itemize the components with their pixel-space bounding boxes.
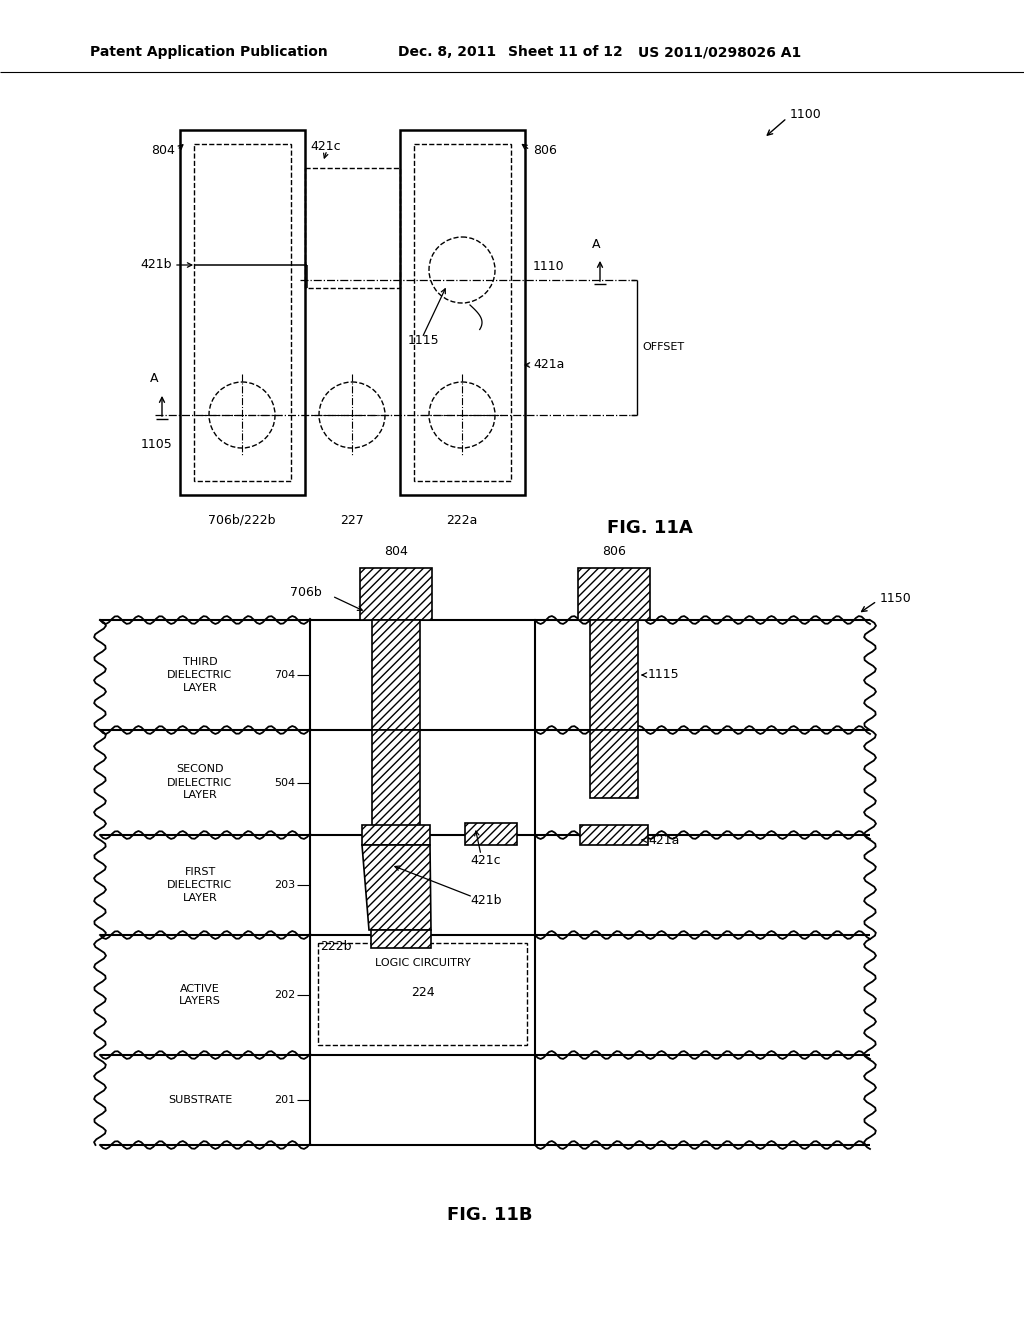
Text: 1105: 1105: [140, 438, 172, 451]
Text: 421c: 421c: [470, 854, 501, 866]
Text: FIRST: FIRST: [184, 867, 216, 876]
Text: LAYER: LAYER: [182, 894, 217, 903]
Bar: [590, 730, 638, 799]
Bar: [360, 568, 432, 620]
Text: LOGIC CIRCUITRY: LOGIC CIRCUITRY: [375, 958, 470, 968]
Text: 806: 806: [534, 144, 557, 157]
Text: 421a: 421a: [534, 359, 564, 371]
Text: LAYERS: LAYERS: [179, 997, 221, 1006]
Text: 222b: 222b: [319, 940, 351, 953]
Text: 203: 203: [273, 880, 295, 890]
Text: A: A: [592, 238, 600, 251]
Text: 706b/222b: 706b/222b: [208, 513, 275, 527]
Text: LAYER: LAYER: [182, 682, 217, 693]
Text: 1150: 1150: [880, 591, 911, 605]
Bar: [590, 620, 638, 730]
Text: 1115: 1115: [648, 668, 680, 681]
Text: THIRD: THIRD: [182, 657, 217, 667]
Text: 1115: 1115: [408, 334, 439, 346]
Bar: [318, 942, 527, 1045]
Text: 224: 224: [411, 986, 434, 999]
Text: DIELECTRIC: DIELECTRIC: [167, 777, 232, 788]
Bar: [194, 144, 291, 480]
Text: 421b: 421b: [470, 894, 502, 907]
Text: DIELECTRIC: DIELECTRIC: [167, 880, 232, 890]
Polygon shape: [362, 845, 431, 931]
Bar: [465, 822, 517, 845]
Text: Dec. 8, 2011: Dec. 8, 2011: [398, 45, 496, 59]
Text: 706b: 706b: [290, 586, 322, 598]
Text: US 2011/0298026 A1: US 2011/0298026 A1: [638, 45, 801, 59]
Text: ACTIVE: ACTIVE: [180, 983, 220, 994]
Text: 1110: 1110: [534, 260, 564, 272]
Text: 227: 227: [340, 513, 364, 527]
Text: 202: 202: [273, 990, 295, 1001]
Bar: [400, 129, 525, 495]
Text: 421a: 421a: [648, 833, 679, 846]
Bar: [372, 730, 420, 836]
Text: 806: 806: [602, 545, 626, 558]
Text: 201: 201: [273, 1096, 295, 1105]
Bar: [305, 168, 400, 288]
Bar: [372, 620, 420, 730]
Text: DIELECTRIC: DIELECTRIC: [167, 671, 232, 680]
Text: 804: 804: [384, 545, 408, 558]
Bar: [180, 129, 305, 495]
Text: SUBSTRATE: SUBSTRATE: [168, 1096, 232, 1105]
Text: A: A: [150, 372, 159, 385]
Bar: [414, 144, 511, 480]
Text: 421b: 421b: [140, 259, 172, 272]
Text: OFFSET: OFFSET: [642, 342, 684, 352]
Text: 1100: 1100: [790, 108, 821, 121]
Text: 804: 804: [152, 144, 175, 157]
Text: Sheet 11 of 12: Sheet 11 of 12: [508, 45, 623, 59]
Text: SECOND: SECOND: [176, 764, 224, 775]
Text: FIG. 11A: FIG. 11A: [607, 519, 693, 537]
Bar: [362, 825, 430, 845]
Text: 421c: 421c: [310, 140, 341, 153]
Text: FIG. 11B: FIG. 11B: [447, 1206, 532, 1224]
Bar: [371, 931, 431, 948]
Bar: [578, 568, 650, 620]
Text: 704: 704: [273, 671, 295, 680]
Bar: [580, 825, 648, 845]
Text: LAYER: LAYER: [182, 791, 217, 800]
Text: 222a: 222a: [446, 513, 477, 527]
Text: Patent Application Publication: Patent Application Publication: [90, 45, 328, 59]
Text: 504: 504: [273, 777, 295, 788]
